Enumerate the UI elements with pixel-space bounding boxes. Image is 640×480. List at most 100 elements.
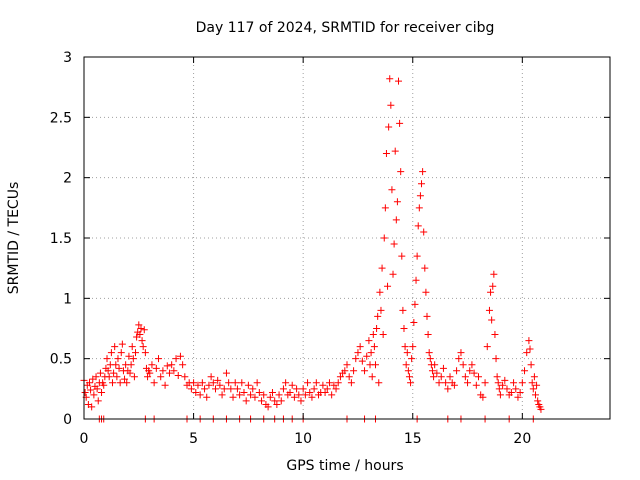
data-point-marker [111,343,119,351]
data-point-marker [310,385,318,393]
data-point-marker [288,381,296,389]
data-point-marker [172,355,180,363]
data-point-marker [398,252,406,260]
data-point-marker [157,373,165,381]
data-point-marker [286,388,294,396]
data-point-marker [116,379,124,387]
data-point-marker [129,355,137,363]
data-point-marker [113,373,121,381]
data-point-marker [373,325,381,332]
data-point-marker [304,379,312,387]
data-point-marker [249,385,257,393]
data-point-marker [127,361,135,369]
data-point-marker [201,385,209,393]
data-point-marker [501,376,509,384]
data-point-marker [130,373,138,381]
data-point-marker [332,385,340,393]
y-tick-label: 0 [63,412,72,428]
y-tick-label: 2.5 [50,110,72,126]
data-point-marker [165,369,173,377]
data-point-marker [225,379,233,387]
data-point-marker [470,369,478,377]
data-point-marker [138,337,146,345]
y-tick-label: 1 [63,291,72,307]
data-point-marker [336,373,344,381]
data-point-marker [100,381,108,389]
data-point-marker [205,381,213,389]
data-point-marker [439,364,447,372]
data-point-marker [117,349,125,357]
data-point-marker [537,405,545,413]
data-point-marker [85,379,93,387]
data-point-marker [433,369,441,377]
data-point-marker [247,391,255,399]
data-point-marker [94,397,102,405]
data-point-marker [159,367,167,375]
data-point-marker [90,391,98,399]
data-point-marker [491,331,499,339]
data-point-marker [516,388,524,396]
data-point-marker [424,331,432,339]
data-point-marker [115,364,123,372]
data-point-marker [392,216,400,224]
data-point-marker [487,288,495,296]
data-point-marker [152,364,160,372]
data-point-marker [503,385,511,393]
data-point-marker [425,349,433,357]
data-point-marker [222,369,230,377]
data-point-marker [328,391,336,399]
data-point-marker [104,367,112,375]
data-point-marker [137,325,145,332]
data-point-marker [495,385,503,393]
data-point-marker [231,379,239,387]
data-point-marker [526,345,534,353]
data-point-marker [518,379,526,387]
data-point-marker [345,373,353,381]
data-point-marker [390,240,398,248]
data-point-marker [415,204,423,212]
grid-lines [84,57,610,419]
data-point-marker [507,388,515,396]
data-point-marker [402,361,410,369]
data-point-marker [255,388,263,396]
data-point-marker [192,388,200,396]
data-point-marker [121,375,129,383]
y-tick-label: 3 [63,50,72,66]
data-point-marker [403,349,411,357]
data-point-marker [492,355,500,363]
data-point-marker [196,391,204,399]
data-point-marker [244,381,252,389]
data-point-marker [380,234,388,242]
data-point-marker [453,367,461,375]
data-point-marker [105,373,113,381]
data-point-marker [386,75,394,83]
data-point-marker [382,150,390,158]
data-point-marker [114,355,122,363]
data-point-marker [435,379,443,387]
data-point-marker [155,355,163,363]
plot-frame [83,56,611,420]
y-tick-label: 1.5 [50,231,72,247]
data-point-marker [374,312,382,320]
data-point-marker [161,381,169,389]
data-point-marker [370,343,378,351]
data-point-marker [107,349,115,357]
data-point-marker [343,361,351,369]
data-point-marker [198,379,206,387]
data-point-marker [423,312,431,320]
x-tick-label: 10 [294,431,312,447]
data-point-marker [216,381,224,389]
data-point-marker [266,393,274,401]
data-point-marker [485,306,493,314]
data-point-marker [233,385,241,393]
data-point-marker [414,222,422,230]
y-axis-label: SRMTID / TECUs [6,182,22,295]
data-point-marker [190,379,198,387]
data-point-marker [461,373,469,381]
y-tick-label: 2 [63,171,72,187]
data-point-marker [523,349,531,357]
data-point-marker [350,367,358,375]
y-axis-ticks: 0 0.5 1 1.5 2 2.5 3 [50,50,610,428]
data-point-marker [319,381,327,389]
data-point-marker [426,355,434,363]
